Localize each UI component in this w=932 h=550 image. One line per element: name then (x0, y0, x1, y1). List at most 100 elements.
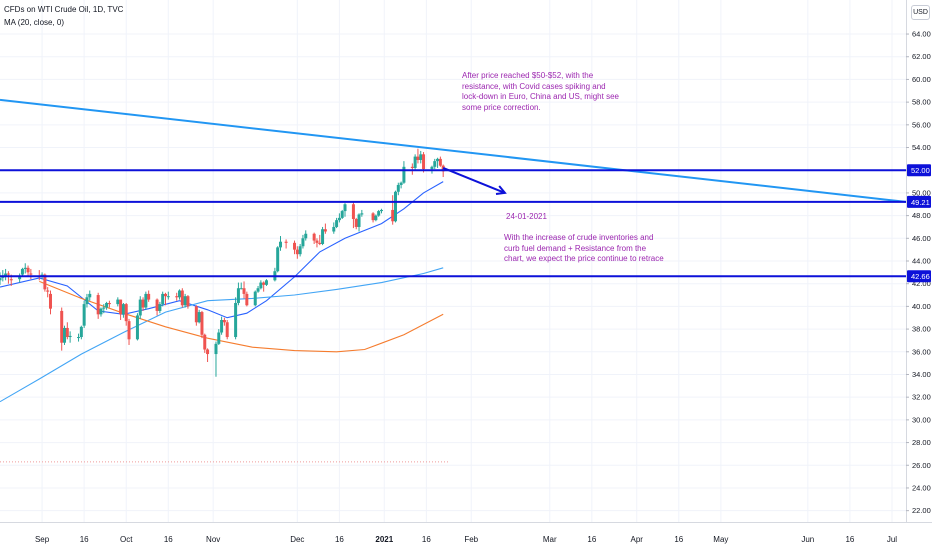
candle-body (337, 217, 341, 221)
price-tick-label: 34.00 (912, 370, 931, 379)
time-tick-label: 16 (335, 535, 344, 544)
annotation-date: 24-01-2021 (506, 212, 547, 221)
price-tick-label: 36.00 (912, 347, 931, 356)
candle-body (107, 302, 111, 305)
candle-body (416, 156, 420, 161)
candle-body (374, 215, 378, 221)
candle-body (23, 267, 27, 269)
candle-body (371, 213, 375, 221)
candle-body (9, 279, 13, 281)
price-tick-label: 60.00 (912, 75, 931, 84)
price-tick-label: 24.00 (912, 483, 931, 492)
candle-body (183, 296, 187, 306)
candle-body (343, 204, 347, 212)
projection-arrow-line (442, 167, 506, 194)
candle-body (396, 184, 400, 192)
candle-body (99, 308, 103, 315)
candle-body (60, 310, 64, 343)
candle-body (430, 166, 434, 170)
candle-body (96, 295, 100, 315)
candle-body (318, 242, 322, 244)
candle-body (360, 213, 364, 215)
candle-body (116, 299, 120, 305)
candle-body (304, 233, 308, 239)
time-tick-label: Mar (543, 535, 557, 544)
candle-body (284, 241, 288, 243)
candle-body (321, 229, 325, 244)
price-tick-label: 42.00 (912, 279, 931, 288)
level-price-tag (907, 195, 931, 208)
candle-body (166, 296, 170, 298)
time-tick-label: 16 (80, 535, 89, 544)
candle-body (186, 296, 190, 307)
candle-body (264, 280, 268, 285)
candle-body (225, 322, 229, 338)
candle-body (155, 299, 159, 311)
candle-body (276, 247, 280, 272)
candle-body (79, 326, 83, 338)
price-tick-label: 32.00 (912, 393, 931, 402)
candle-body (88, 293, 92, 298)
currency-button[interactable]: USD (911, 5, 930, 20)
candle-body (410, 166, 414, 168)
candle-body (119, 299, 123, 315)
candle-body (68, 335, 72, 338)
candle-body (332, 226, 336, 232)
time-tick-label: May (713, 535, 728, 544)
candle-body (419, 154, 423, 161)
level-price-tag (907, 270, 931, 283)
candle-body (340, 211, 344, 218)
candle-body (144, 293, 148, 308)
candle-body (206, 349, 210, 355)
candle-body (422, 154, 426, 170)
price-tick-label: 28.00 (912, 438, 931, 447)
candle-body (0, 278, 2, 281)
price-tick-label: 56.00 (912, 120, 931, 129)
candle-body (85, 297, 89, 305)
time-scale-background (0, 522, 932, 550)
price-tick-label: 44.00 (912, 257, 931, 266)
candle-body (141, 299, 145, 308)
time-tick-label: Nov (206, 535, 220, 544)
candle-body (391, 209, 395, 222)
candle-body (315, 240, 319, 243)
candle-body (161, 293, 165, 305)
candle-body (18, 276, 22, 280)
candle-body (234, 302, 238, 338)
candle-body (200, 312, 204, 335)
candle-body (102, 307, 106, 309)
candle-body (20, 268, 24, 275)
candle-body (351, 204, 355, 220)
level-price-tag-label: 52.00 (911, 166, 930, 175)
candle-body (242, 288, 246, 294)
price-tick-label: 48.00 (912, 211, 931, 220)
candle-body (245, 293, 249, 306)
time-tick-label: 16 (587, 535, 596, 544)
candle-body (127, 321, 131, 340)
candle-body (377, 211, 381, 216)
time-tick-label: Oct (120, 535, 133, 544)
level-price-tag (907, 164, 931, 177)
time-tick-label: Jul (887, 535, 897, 544)
candle-body (214, 343, 218, 355)
candle-body (43, 274, 47, 290)
candle-body (197, 312, 201, 323)
ma-legend-label[interactable]: MA (20, close, 0) (4, 18, 65, 27)
candle-body (194, 306, 198, 323)
candle-body (217, 332, 221, 344)
candle-body (40, 274, 44, 276)
price-tick-label: 46.00 (912, 234, 931, 243)
candle-body (222, 320, 226, 323)
candle-body (335, 220, 339, 227)
candle-body (65, 327, 69, 338)
time-tick-label: Jun (801, 535, 814, 544)
price-tick-label: 58.00 (912, 98, 931, 107)
candle-body (379, 209, 383, 212)
candle-body (262, 282, 266, 285)
candle-body (436, 158, 440, 162)
price-tick-label: 30.00 (912, 415, 931, 424)
time-tick-label: Sep (35, 535, 50, 544)
candle-body (77, 337, 81, 339)
